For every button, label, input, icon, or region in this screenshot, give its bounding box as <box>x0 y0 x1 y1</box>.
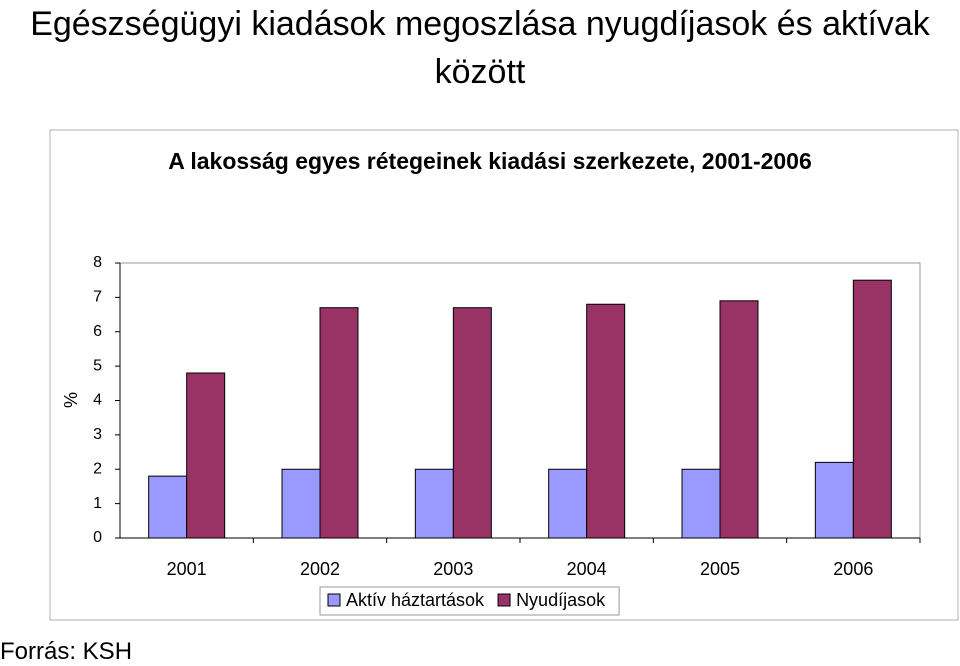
legend <box>319 586 620 616</box>
x-tick-label: 2003 <box>433 559 473 579</box>
legend-label: Nyudíjasok <box>516 590 606 610</box>
bar <box>186 372 226 539</box>
slide-title: Egészségügyi kiadások megoszlása nyugdíj… <box>30 5 930 91</box>
bar <box>586 303 626 539</box>
y-tick-label: 7 <box>93 289 102 306</box>
bar <box>548 468 588 539</box>
source: Forrás: KSH <box>0 638 133 665</box>
legend-label: Aktív háztartások <box>346 590 485 610</box>
bar <box>814 461 854 539</box>
y-tick-label: 3 <box>93 426 102 443</box>
y-tick-label: 6 <box>93 323 102 340</box>
y-tick-label: 2 <box>93 460 102 477</box>
chart-title: A lakosság egyes rétegeinek kiadási szer… <box>168 148 812 174</box>
bar <box>414 468 454 539</box>
legend-swatch <box>327 593 341 607</box>
bar <box>452 307 492 539</box>
y-tick-label: 4 <box>93 392 102 409</box>
bar <box>681 468 721 539</box>
legend-swatch <box>497 593 511 607</box>
x-tick-label: 2005 <box>700 559 740 579</box>
x-tick-label: 2006 <box>833 559 873 579</box>
x-tick-label: 2002 <box>300 559 340 579</box>
x-tick-label: 2004 <box>567 559 607 579</box>
y-axis-label: % <box>61 392 81 408</box>
plot-border <box>120 262 921 538</box>
bar <box>719 300 759 539</box>
bar <box>281 468 321 539</box>
y-tick-label: 0 <box>93 529 102 546</box>
y-tick-label: 8 <box>93 254 102 271</box>
bar <box>148 475 188 539</box>
y-tick-label: 5 <box>93 357 102 374</box>
x-tick-label: 2001 <box>167 559 207 579</box>
y-tick-label: 1 <box>93 495 102 512</box>
bar <box>852 279 892 539</box>
bar <box>319 307 359 539</box>
